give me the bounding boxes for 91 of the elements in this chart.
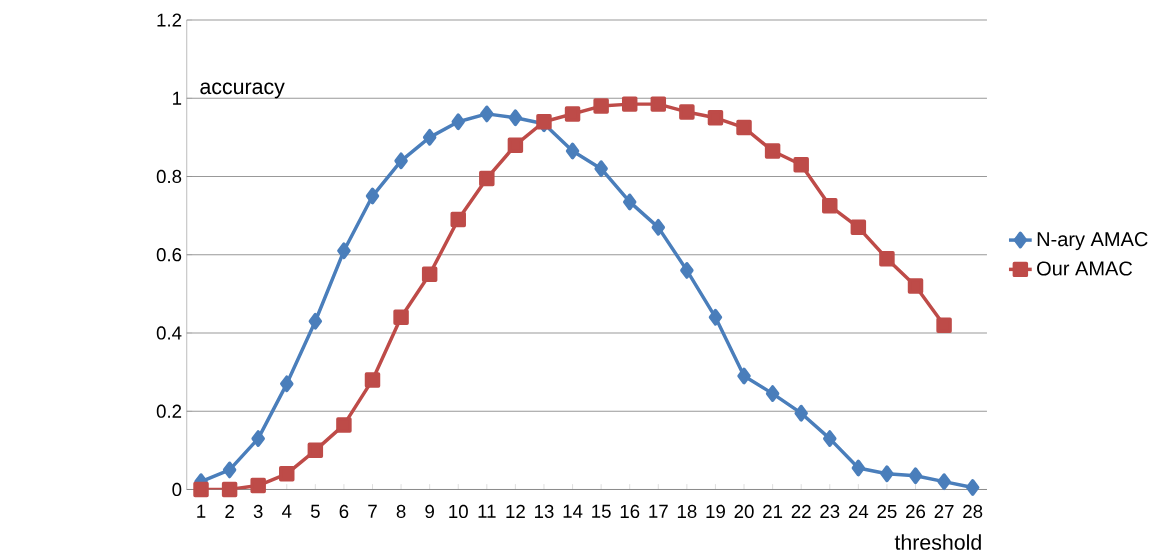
point — [221, 481, 238, 497]
point — [851, 459, 866, 477]
point — [737, 367, 751, 385]
y-tick-label: 0 — [172, 482, 182, 496]
point — [794, 404, 808, 422]
point — [280, 375, 294, 393]
x-tick-label: 21 — [763, 504, 783, 518]
point — [708, 308, 723, 326]
x-axis-title: threshold — [894, 533, 981, 550]
point — [251, 429, 265, 447]
x-tick-label: 7 — [368, 504, 377, 518]
x-tick-label: 14 — [563, 504, 583, 518]
y-tick-label: 0.8 — [156, 169, 182, 183]
x-tick-label: 10 — [449, 504, 468, 518]
point — [307, 442, 324, 458]
x-tick-label: 8 — [396, 504, 406, 518]
x-tick-label: 4 — [281, 504, 292, 518]
point — [594, 160, 608, 177]
point — [479, 170, 495, 186]
x-tick-label: 11 — [478, 504, 496, 518]
point — [879, 250, 895, 267]
point — [393, 309, 409, 325]
x-tick-label: 9 — [425, 504, 434, 518]
point — [793, 156, 809, 173]
point — [279, 465, 295, 482]
legend-label: N-ary AMAC — [1037, 231, 1148, 250]
point — [193, 481, 209, 497]
point — [765, 384, 780, 402]
point — [507, 137, 524, 153]
y-tick-label: 0.2 — [156, 404, 182, 418]
x-tick-label: 13 — [535, 504, 554, 518]
point — [679, 103, 695, 120]
point — [965, 478, 980, 496]
point — [480, 105, 494, 123]
x-tick-label: 23 — [820, 504, 840, 518]
point — [308, 312, 323, 330]
x-tick-label: 26 — [906, 504, 926, 518]
point — [822, 197, 838, 214]
x-tick-label: 5 — [310, 504, 320, 518]
x-tick-label: 25 — [877, 504, 897, 518]
x-tick-label: 27 — [934, 504, 954, 518]
point — [937, 473, 951, 490]
point — [936, 317, 952, 333]
point — [880, 465, 894, 482]
x-tick-label: 12 — [506, 504, 525, 518]
x-tick-label: 20 — [734, 504, 754, 518]
point — [823, 429, 837, 447]
point — [250, 477, 266, 494]
x-tick-label: 2 — [225, 504, 234, 518]
point — [907, 278, 924, 294]
x-tick-label: 22 — [791, 504, 811, 518]
point — [222, 461, 237, 479]
point — [707, 109, 724, 126]
y-tick-label: 0.4 — [156, 326, 182, 340]
x-tick-label: 15 — [592, 504, 611, 518]
legend-label: Our AMAC — [1037, 261, 1133, 276]
x-tick-label: 3 — [253, 504, 263, 518]
x-tick-label: 18 — [677, 504, 697, 518]
y-tick-label: 1 — [173, 91, 182, 105]
point — [564, 105, 581, 122]
x-tick-label: 24 — [848, 504, 869, 518]
point — [422, 128, 437, 146]
x-tick-label: 1 — [197, 504, 206, 518]
point — [508, 109, 523, 126]
point — [651, 218, 666, 236]
point — [680, 261, 694, 279]
point — [736, 119, 752, 136]
point — [622, 193, 637, 211]
point — [593, 98, 609, 114]
point — [365, 187, 380, 205]
point — [850, 219, 867, 235]
point — [421, 266, 438, 282]
point — [650, 96, 667, 112]
point — [394, 152, 408, 170]
y-tick-label: 1.2 — [157, 13, 182, 27]
x-tick-label: 16 — [620, 504, 640, 518]
x-tick-label: 19 — [706, 504, 725, 518]
y-tick-label: 0.6 — [156, 247, 182, 262]
point — [621, 96, 638, 112]
point — [364, 371, 381, 388]
x-tick-label: 28 — [963, 504, 983, 518]
point — [565, 142, 580, 160]
x-tick-label: 17 — [649, 504, 668, 518]
x-tick-label: 6 — [339, 504, 349, 518]
point — [764, 143, 781, 159]
point — [450, 211, 466, 228]
point — [336, 416, 352, 433]
point — [451, 113, 465, 130]
point — [337, 242, 351, 259]
point — [908, 467, 923, 484]
y-axis-title: accuracy — [200, 82, 285, 99]
